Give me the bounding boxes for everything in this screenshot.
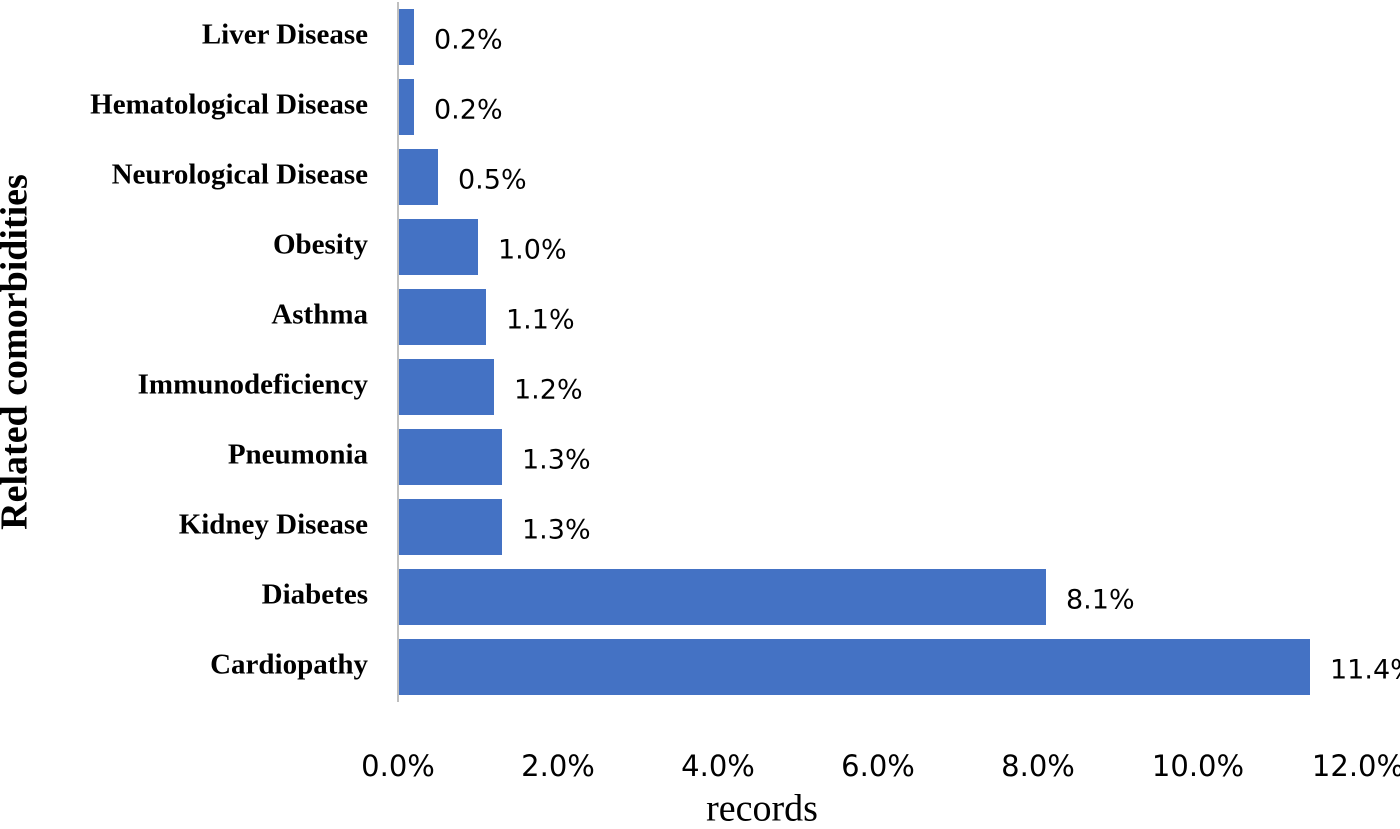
bar [398,9,414,65]
y-tick-label: Liver Disease [202,19,368,51]
data-label: 8.1% [1066,585,1135,616]
y-tick-label: Cardiopathy [210,649,368,681]
x-tick-label: 6.0% [841,749,915,783]
y-tick-label: Pneumonia [228,439,369,471]
data-label: 0.2% [434,25,503,56]
y-tick-label: Immunodeficiency [138,369,369,401]
y-tick-label: Obesity [273,229,369,261]
data-label: 1.2% [514,375,583,406]
x-tick-label: 10.0% [1152,749,1244,783]
data-label: 11.4% [1330,655,1400,686]
x-tick-label: 4.0% [681,749,755,783]
bar [398,569,1046,625]
y-tick-label: Asthma [271,299,368,331]
x-tick-label: 2.0% [521,749,595,783]
data-label: 0.2% [434,95,503,126]
y-tick-label: Hematological Disease [90,89,368,121]
x-tick-label: 12.0% [1312,749,1400,783]
x-axis-title: records [706,788,818,829]
bar [398,79,414,135]
data-label: 1.0% [498,235,567,266]
bar [398,149,438,205]
x-tick-label: 0.0% [361,749,435,783]
data-label: 1.1% [506,305,575,336]
y-tick-label: Neurological Disease [112,159,369,191]
data-label: 0.5% [458,165,527,196]
data-label: 1.3% [522,445,591,476]
y-axis-title: Related comorbidities [0,174,36,530]
bar [398,639,1310,695]
y-tick-label: Diabetes [262,579,368,611]
bar [398,289,486,345]
data-label: 1.3% [522,515,591,546]
y-tick-label: Kidney Disease [179,509,368,541]
bar [398,359,494,415]
x-tick-label: 8.0% [1001,749,1075,783]
bar [398,499,502,555]
bar [398,219,478,275]
bar [398,429,502,485]
